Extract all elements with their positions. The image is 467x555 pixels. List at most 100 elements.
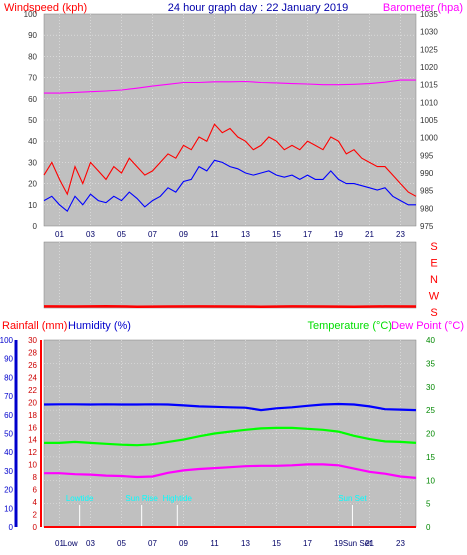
hour-tick-label: 13 (241, 230, 250, 239)
barometer-tick-label: 1005 (420, 116, 438, 125)
hour-tick-label: 05 (117, 230, 126, 239)
hour-tick-label: 05 (117, 539, 126, 548)
hour-tick-label: 01 (55, 539, 64, 548)
wind-gust-line (43, 123, 417, 197)
barometer-tick-label: 1035 (420, 10, 438, 19)
barometer-tick-label: 990 (420, 169, 434, 178)
wind-direction-grid (59, 242, 401, 308)
rainfall-tick-label: 28 (28, 348, 37, 357)
temperature-tick-label: 25 (426, 406, 435, 415)
event-marker-label: Lowtide (66, 494, 94, 503)
humidity-tick-label: 0 (9, 523, 14, 532)
event-marker-label: Hightide (163, 494, 193, 503)
windspeed-tick-label: 40 (28, 137, 37, 146)
dew-point-line (44, 463, 417, 479)
barometer-tick-label: 1025 (420, 45, 438, 54)
hour-tick-label: 09 (179, 230, 188, 239)
wind-grid (44, 14, 416, 226)
rainfall-tick-label: 24 (28, 373, 37, 382)
wind-direction-series (43, 304, 417, 308)
humidity-line (43, 402, 417, 412)
rainfall-tick-label: 0 (33, 523, 38, 532)
humidity-tick-label: 40 (4, 448, 13, 457)
hour-tick-label: 23 (396, 230, 405, 239)
windspeed-tick-label: 80 (28, 52, 37, 61)
hour-tick-label: 01 (55, 230, 64, 239)
hour-tick-label: 09 (179, 539, 188, 548)
hour-tick-label: 11 (210, 539, 219, 548)
rainfall-axis-title: Rainfall (mm) (2, 320, 67, 332)
hour-tick-label: 07 (148, 539, 157, 548)
temperature-tick-label: 0 (426, 523, 431, 532)
windspeed-tick-label: 20 (28, 180, 37, 189)
barometer-tick-label: 1000 (420, 134, 438, 143)
humidity-tick-label: 10 (4, 504, 13, 513)
wind-hour-ticks: 01 03 05 07 09 11 13 15 17 19 21 23 (55, 230, 405, 239)
dew-point-axis-title: Dew Point (°C) (391, 320, 464, 332)
graph-title: 24 hour graph day : 22 January 2019 (168, 2, 348, 14)
hour-tick-label: 03 (86, 539, 95, 548)
hour-tick-label: 15 (272, 230, 281, 239)
compass-label: S (430, 241, 437, 253)
windspeed-ticks: 0 10 20 30 40 50 60 70 80 90 100 (24, 10, 38, 231)
barometer-tick-label: 995 (420, 151, 434, 160)
barometer-tick-label: 975 (420, 222, 434, 231)
event-hour-label: Low (63, 539, 78, 548)
humidity-tick-label: 20 (4, 486, 13, 495)
windspeed-tick-label: 60 (28, 95, 37, 104)
humidity-axis-title: Humidity (%) (68, 320, 131, 332)
hour-tick-label: 21 (365, 230, 374, 239)
rainfall-tick-label: 8 (33, 473, 38, 482)
temperature-tick-label: 30 (426, 383, 435, 392)
compass-label: E (430, 258, 437, 270)
temperature-axis-title: Temperature (°C) (308, 320, 392, 332)
barometer-tick-label: 1020 (420, 63, 438, 72)
rainfall-tick-label: 26 (28, 361, 37, 370)
compass-label: S (430, 307, 437, 319)
humidity-ticks: 0 10 20 30 40 50 60 70 80 90 100 (0, 336, 14, 532)
barometer-tick-label: 985 (420, 187, 434, 196)
wind-average-line (43, 159, 416, 213)
hour-tick-label: 17 (303, 230, 312, 239)
compass-label: N (430, 274, 438, 286)
temperature-line (44, 426, 417, 447)
barometer-axis-title: Barometer (hpa) (383, 2, 463, 14)
temperature-tick-label: 5 (426, 500, 431, 509)
windspeed-axis-title: Windspeed (kph) (4, 2, 87, 14)
humidity-tick-label: 100 (0, 336, 14, 345)
compass-label: W (429, 291, 440, 303)
barometer-line (44, 79, 416, 94)
wind-direction-line (43, 304, 417, 308)
hour-tick-label: 13 (241, 539, 250, 548)
rainfall-tick-label: 2 (33, 511, 38, 520)
temperature-tick-label: 20 (426, 430, 435, 439)
hour-tick-label: 17 (303, 539, 312, 548)
rainfall-tick-label: 18 (28, 411, 37, 420)
hour-tick-label: 19 (334, 230, 343, 239)
rainfall-tick-label: 30 (28, 336, 37, 345)
temperature-tick-label: 40 (426, 336, 435, 345)
event-marker-label: Sun Rise (125, 494, 158, 503)
barometer-ticks: 975 980 985 990 995 1000 1005 1010 1015 1020 1025 1… (420, 10, 438, 231)
windspeed-tick-label: 10 (28, 201, 37, 210)
windspeed-tick-label: 30 (28, 158, 37, 167)
barometer-tick-label: 1030 (420, 28, 438, 37)
humidity-tick-label: 80 (4, 373, 13, 382)
temperature-tick-label: 35 (426, 359, 435, 368)
hour-tick-label: 23 (396, 539, 405, 548)
rainfall-tick-label: 16 (28, 423, 37, 432)
temperature-tick-label: 15 (426, 453, 435, 462)
rainfall-tick-label: 14 (28, 436, 37, 445)
hour-tick-label: 07 (148, 230, 157, 239)
humidity-tick-label: 90 (4, 355, 13, 364)
event-marker-label: Sun Set (338, 494, 367, 503)
windspeed-tick-label: 0 (33, 222, 38, 231)
rainfall-tick-label: 4 (33, 498, 38, 507)
rainfall-tick-label: 20 (28, 398, 37, 407)
hour-tick-label: 03 (86, 230, 95, 239)
rainfall-tick-label: 22 (28, 386, 37, 395)
humidity-tick-label: 60 (4, 411, 13, 420)
rainfall-tick-label: 6 (33, 486, 38, 495)
